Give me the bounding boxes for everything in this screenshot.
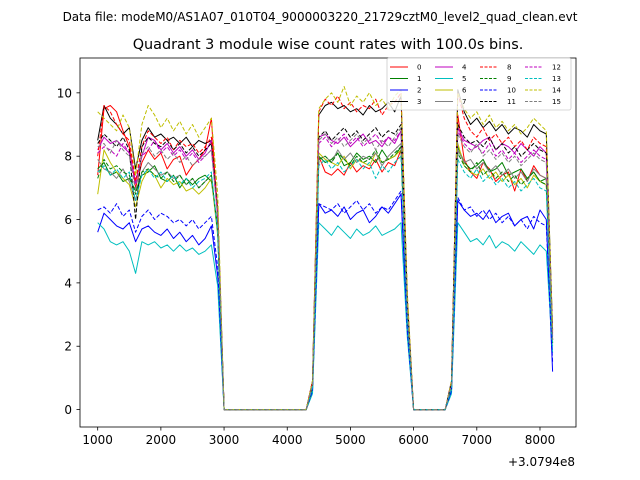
legend-frame	[386, 57, 572, 111]
y-tick-label: 6	[64, 213, 72, 227]
x-tick-label: 3000	[209, 433, 240, 447]
legend-label-2: 2	[417, 87, 421, 95]
series-line-14	[97, 86, 554, 411]
legend-label-3: 3	[417, 98, 421, 106]
series-line-0	[97, 105, 554, 411]
x-tick-label: 7000	[462, 433, 493, 447]
legend-label-13: 13	[552, 75, 561, 83]
figure-suptitle: Data file: modeM0/AS1A07_010T04_90000032…	[63, 10, 578, 24]
x-tick-label: 4000	[272, 433, 303, 447]
series-layer	[97, 86, 554, 411]
legend-label-14: 14	[552, 87, 561, 95]
x-tick-label: 1000	[82, 433, 113, 447]
y-tick-label: 8	[64, 150, 72, 164]
chart-title: Quadrant 3 module wise count rates with …	[133, 37, 524, 53]
x-tick-label: 8000	[525, 433, 556, 447]
series-line-6	[97, 143, 554, 411]
legend-label-10: 10	[507, 87, 516, 95]
legend-label-0: 0	[417, 64, 421, 72]
legend-label-12: 12	[552, 64, 561, 72]
x-tick-label: 2000	[146, 433, 177, 447]
legend-label-8: 8	[507, 64, 511, 72]
x-tick-label: 6000	[398, 433, 429, 447]
series-line-10	[97, 190, 554, 411]
series-line-12	[97, 130, 554, 411]
legend-label-6: 6	[462, 87, 467, 95]
y-tick-label: 10	[57, 86, 72, 100]
series-line-15	[97, 127, 554, 411]
y-tick-label: 0	[64, 403, 72, 417]
x-tick-label: 5000	[335, 433, 366, 447]
x-offset-label: +3.0794e8	[508, 455, 575, 469]
legend-label-4: 4	[462, 64, 467, 72]
y-tick-label: 4	[64, 276, 72, 290]
axes-frame	[79, 57, 577, 428]
legend-label-5: 5	[462, 75, 466, 83]
series-line-9	[97, 146, 554, 411]
series-line-5	[97, 222, 554, 411]
legend-label-9: 9	[507, 75, 511, 83]
series-line-3	[97, 89, 554, 411]
series-line-11	[97, 124, 554, 411]
legend-label-1: 1	[417, 75, 421, 83]
legend-label-11: 11	[507, 98, 516, 106]
legend-label-15: 15	[552, 98, 561, 106]
legend-label-7: 7	[462, 98, 466, 106]
series-line-2	[97, 193, 554, 411]
series-line-1	[97, 146, 554, 411]
series-line-8	[97, 92, 554, 411]
y-tick-label: 2	[64, 340, 72, 354]
